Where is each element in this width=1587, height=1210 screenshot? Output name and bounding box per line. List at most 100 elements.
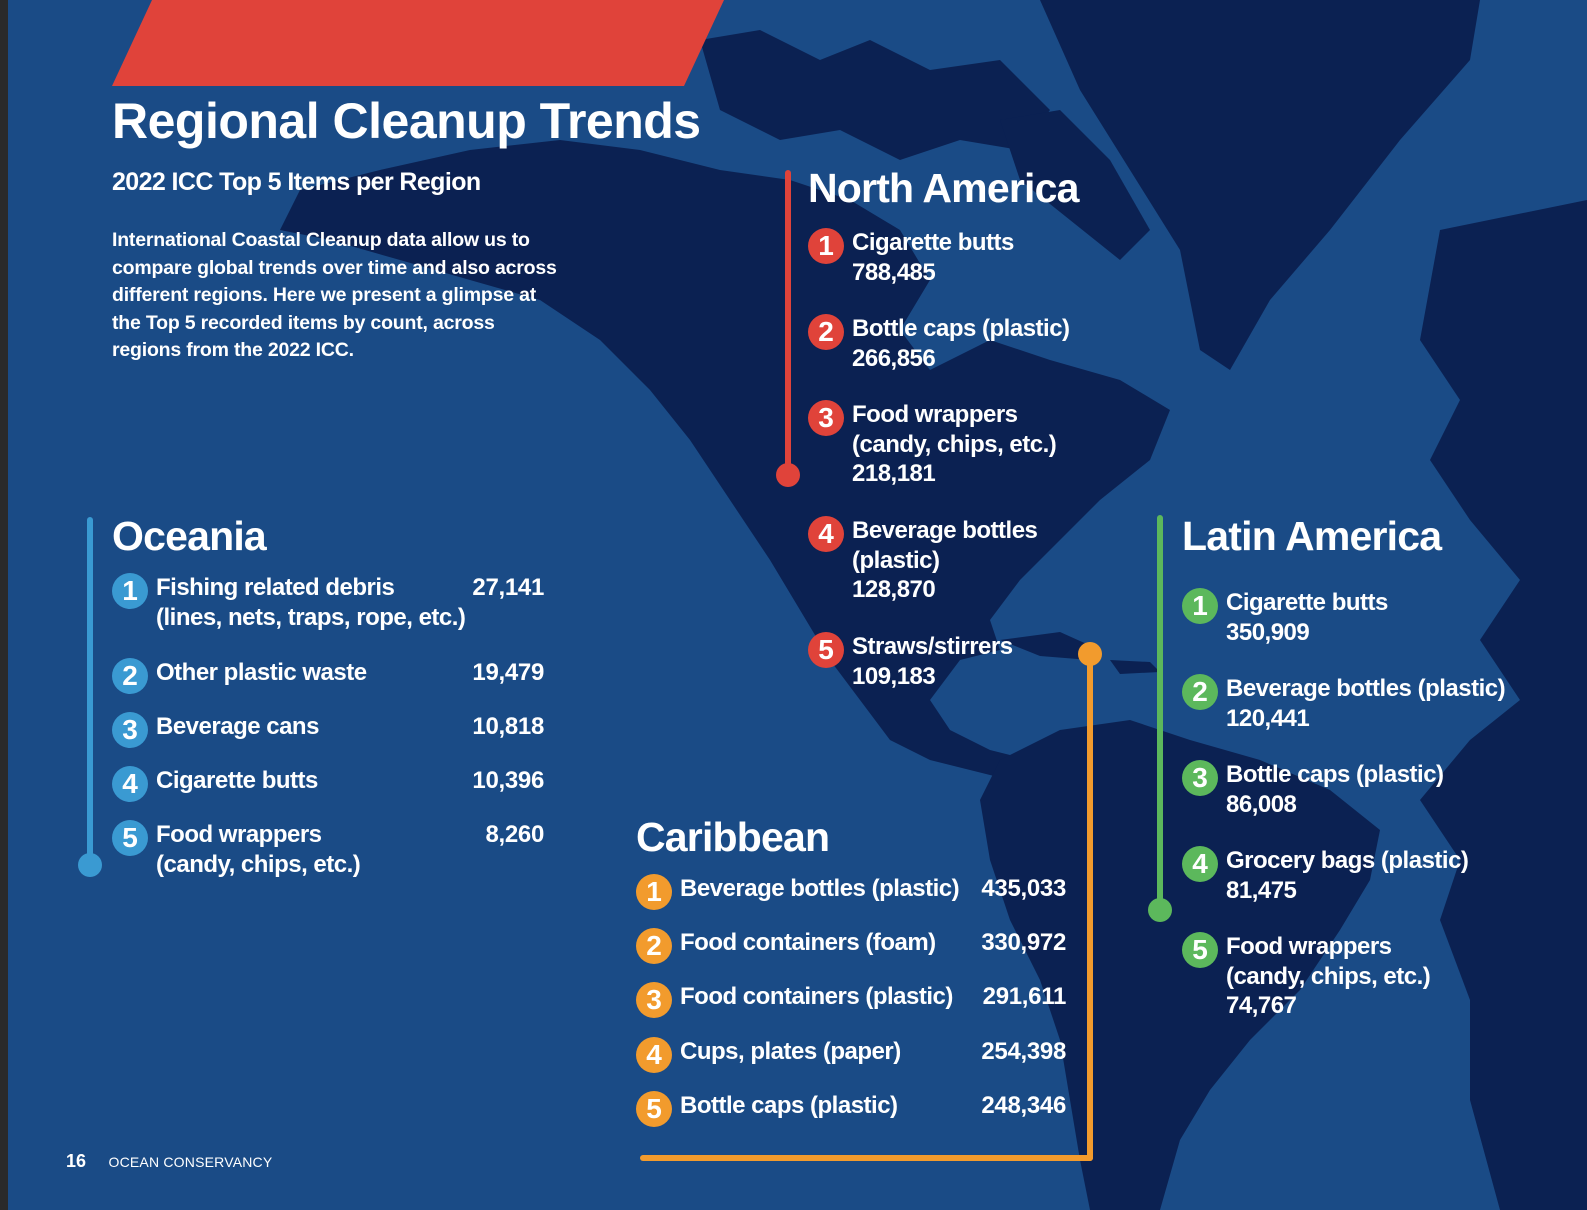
- rank-badge: 4: [636, 1037, 672, 1073]
- item-count: 86,008: [1226, 790, 1297, 818]
- item-label-detail: (candy, chips, etc.): [1226, 962, 1431, 990]
- greenland-landmass: [1040, 0, 1480, 370]
- rank-badge: 1: [1182, 588, 1218, 624]
- rank-badge: 3: [636, 982, 672, 1018]
- item-label: Other plastic waste: [156, 659, 367, 686]
- item-count: 81,475: [1226, 876, 1297, 904]
- north-america-dot: [776, 463, 800, 487]
- rank-badge: 1: [112, 573, 148, 609]
- item-count: 266,856: [852, 344, 936, 372]
- rank-badge: 3: [808, 400, 844, 436]
- intro-paragraph: International Coastal Cleanup data allow…: [112, 229, 557, 362]
- hispaniola-landmass: [1110, 660, 1160, 674]
- item-count: 10,396: [472, 767, 544, 794]
- item-label: Cigarette butts: [1226, 589, 1388, 616]
- item-label: Cups, plates (paper): [680, 1038, 901, 1065]
- cuba-landmass: [1000, 632, 1100, 660]
- item-label: Food containers (foam): [680, 929, 936, 956]
- item-label: Beverage bottles (plastic): [680, 875, 960, 902]
- item-label-detail: (candy, chips, etc.): [852, 430, 1057, 458]
- north-america-line: [785, 170, 791, 475]
- item-label: Cigarette butts: [156, 767, 318, 794]
- item-count: 10,818: [472, 713, 544, 740]
- caribbean-section: Caribbean 1 Beverage bottles (plastic) 4…: [636, 814, 1066, 1144]
- rank-badge: 5: [112, 820, 148, 856]
- baffin-landmass: [1000, 110, 1150, 260]
- item-count: 109,183: [852, 662, 936, 690]
- rank-badge: 2: [112, 658, 148, 694]
- page-subtitle: 2022 ICC Top 5 Items per Region: [112, 168, 481, 196]
- rank-badge: 1: [808, 228, 844, 264]
- item-label: Straws/stirrers: [852, 633, 1013, 660]
- arctic-islands-landmass: [700, 30, 1050, 160]
- item-count: 128,870: [852, 576, 936, 603]
- item-count: 8,260: [485, 821, 544, 848]
- oceania-dot: [78, 853, 102, 877]
- item-label: Bottle caps (plastic): [1226, 761, 1444, 788]
- rank-badge: 3: [1182, 760, 1218, 796]
- rank-badge: 2: [636, 928, 672, 964]
- north-america-landmass: [280, 140, 1170, 780]
- item-label: Fishing related debris: [156, 574, 395, 601]
- north-america-title: North America: [808, 165, 1079, 211]
- item-count: 19,479: [472, 659, 544, 686]
- oceania-title: Oceania: [112, 513, 267, 559]
- page-footer: 16 OCEAN CONSERVANCY: [66, 1151, 272, 1172]
- item-label: Beverage bottles (plastic): [1226, 675, 1506, 702]
- item-label: Food wrappers: [1226, 933, 1392, 960]
- item-label: Bottle caps (plastic): [852, 315, 1070, 342]
- item-label: Grocery bags (plastic): [1226, 847, 1469, 874]
- item-label: Bottle caps (plastic): [680, 1092, 898, 1119]
- item-count: 74,767: [1226, 992, 1297, 1019]
- caribbean-title: Caribbean: [636, 814, 830, 860]
- oceania-section: Oceania 1 Fishing related debris (lines,…: [112, 513, 544, 893]
- caribbean-line-horizontal: [640, 1155, 1093, 1161]
- rank-badge: 5: [636, 1091, 672, 1127]
- latin-america-title: Latin America: [1182, 513, 1442, 559]
- item-label: Food containers (plastic): [680, 983, 953, 1010]
- rank-badge: 2: [1182, 674, 1218, 710]
- item-label: Food wrappers: [852, 401, 1018, 428]
- item-count: 218,181: [852, 460, 936, 487]
- south-america-landmass: [980, 720, 1380, 1210]
- north-america-section: North America 1 Cigarette butts 788,485 …: [808, 165, 1108, 705]
- page-edge: [0, 0, 8, 1210]
- rank-badge: 5: [1182, 932, 1218, 968]
- caribbean-dot: [1078, 642, 1102, 666]
- item-count: 254,398: [981, 1038, 1066, 1065]
- latin-america-dot: [1148, 898, 1172, 922]
- page-title: Regional Cleanup Trends: [112, 93, 701, 149]
- page-number: 16: [66, 1151, 87, 1171]
- item-label: Beverage bottles: [852, 517, 1038, 544]
- item-count: 435,033: [981, 875, 1066, 902]
- rank-badge: 2: [808, 314, 844, 350]
- item-count: 248,346: [981, 1092, 1066, 1119]
- latin-america-line: [1157, 515, 1163, 910]
- caribbean-line-vertical: [1087, 652, 1093, 1161]
- item-count: 330,972: [981, 929, 1066, 956]
- oceania-line: [87, 517, 93, 865]
- item-label: Beverage cans: [156, 713, 319, 740]
- item-label-detail: (lines, nets, traps, rope, etc.): [156, 603, 466, 631]
- item-label-detail: (plastic): [852, 546, 940, 574]
- organization-name: OCEAN CONSERVANCY: [108, 1154, 273, 1170]
- item-label-detail: (candy, chips, etc.): [156, 850, 361, 878]
- item-label: Cigarette butts: [852, 229, 1014, 256]
- header-banner: [112, 0, 724, 86]
- item-label: Food wrappers: [156, 821, 322, 848]
- rank-badge: 4: [808, 516, 844, 552]
- rank-badge: 4: [112, 766, 148, 802]
- item-count: 291,611: [982, 983, 1067, 1010]
- item-count: 350,909: [1226, 618, 1310, 646]
- item-count: 788,485: [852, 258, 936, 286]
- europe-africa-landmass: [1420, 200, 1587, 1210]
- latin-america-section: Latin America 1 Cigarette butts 350,909 …: [1182, 513, 1542, 1033]
- rank-badge: 3: [112, 712, 148, 748]
- item-count: 120,441: [1226, 704, 1310, 732]
- item-count: 27,141: [472, 574, 544, 601]
- rank-badge: 5: [808, 632, 844, 668]
- rank-badge: 4: [1182, 846, 1218, 882]
- rank-badge: 1: [636, 874, 672, 910]
